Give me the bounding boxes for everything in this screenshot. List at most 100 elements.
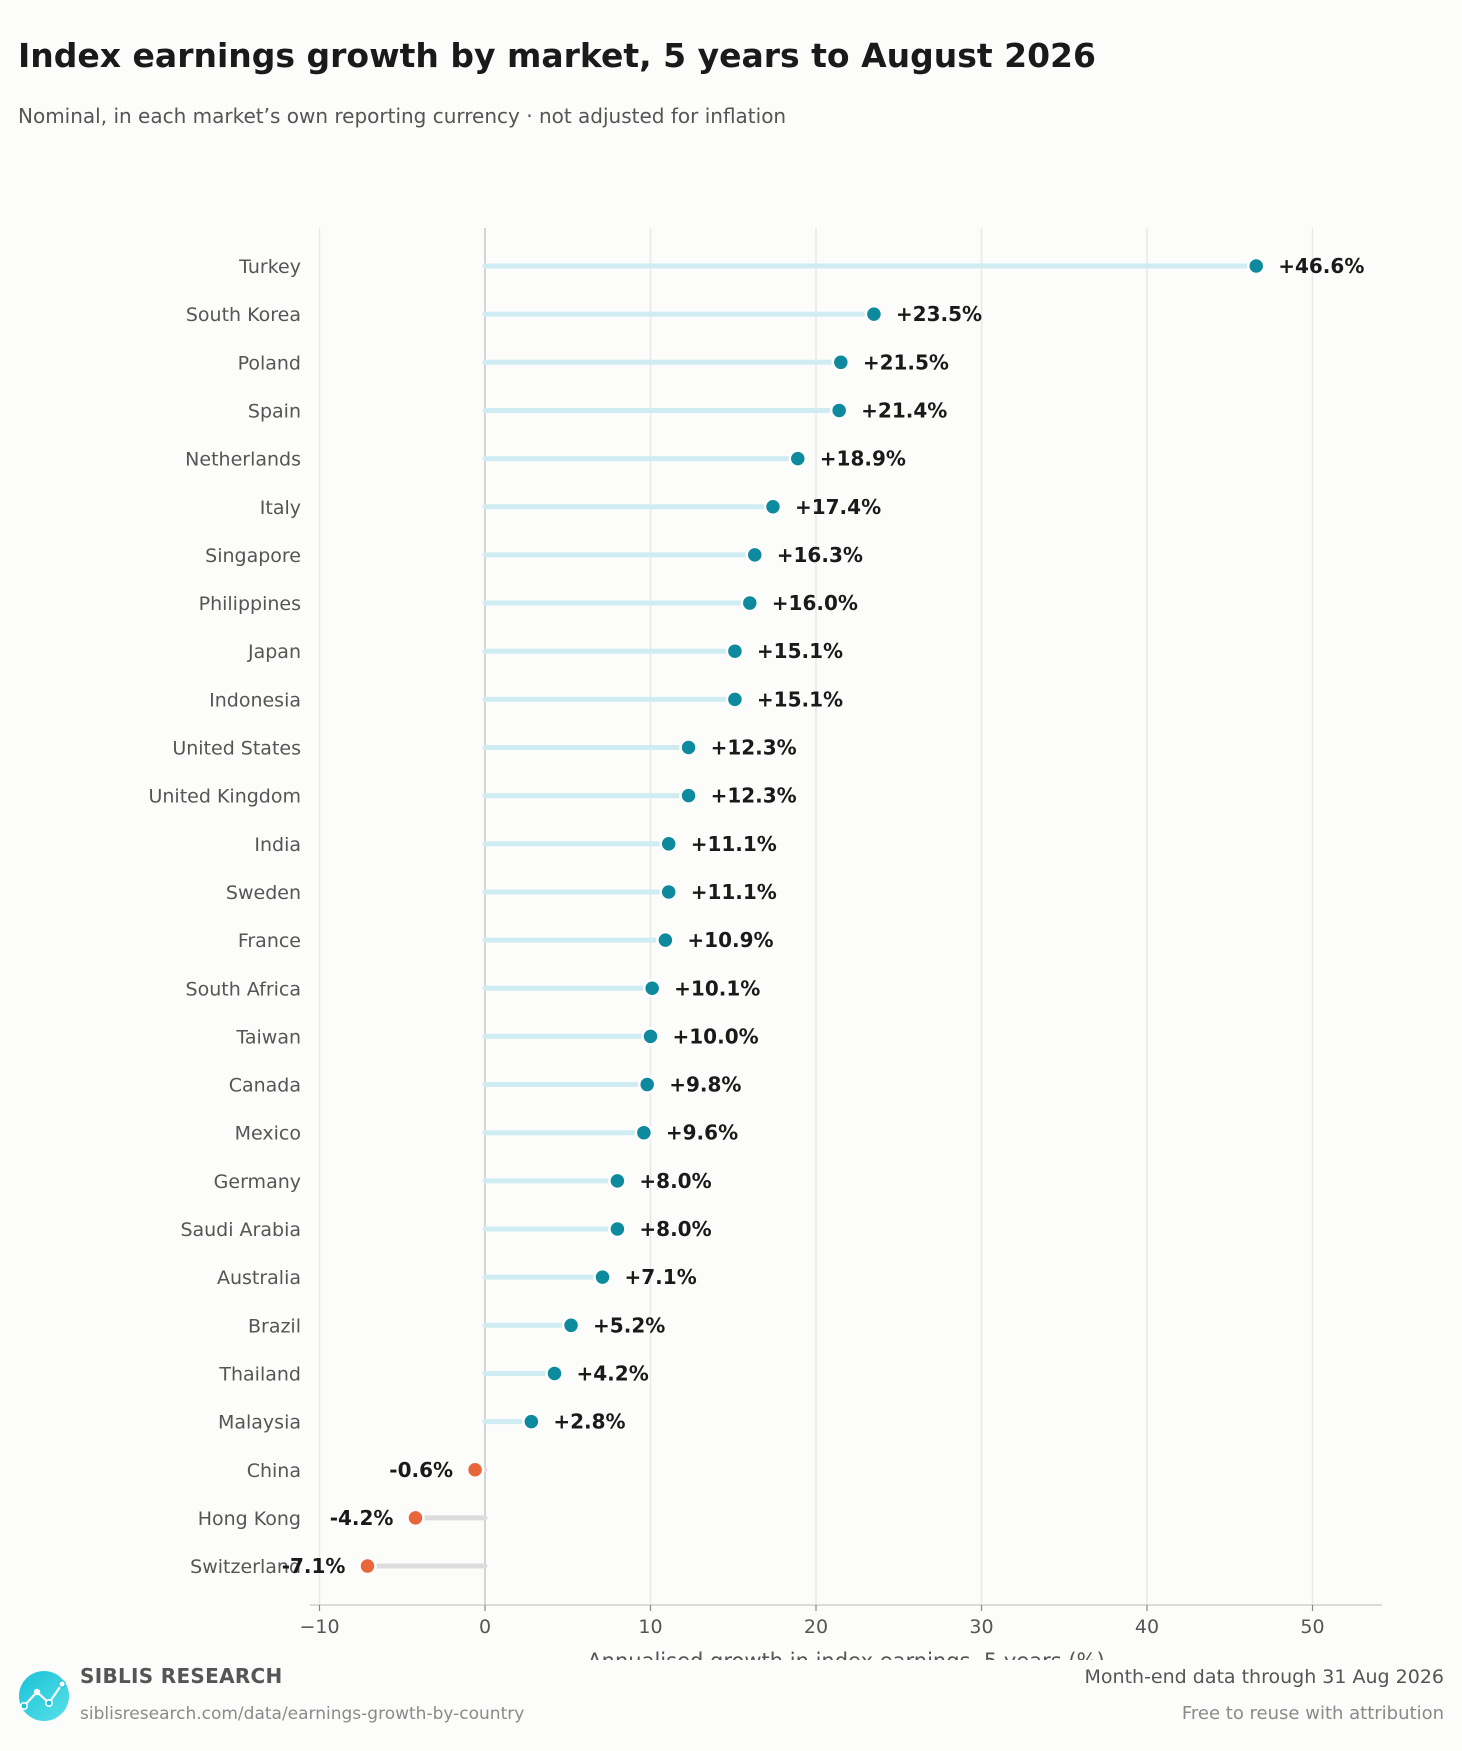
data-label: +11.1% bbox=[691, 832, 777, 856]
data-label: +15.1% bbox=[757, 687, 843, 711]
data-label: +2.8% bbox=[553, 1410, 625, 1434]
lollipop-dot bbox=[522, 1412, 541, 1431]
x-tick-label: 50 bbox=[1300, 1616, 1324, 1638]
lollipop-dot bbox=[864, 304, 884, 324]
data-label: +21.5% bbox=[863, 350, 949, 374]
brand-name: SIBLIS RESEARCH bbox=[80, 1664, 283, 1688]
x-tick-label: 20 bbox=[804, 1616, 828, 1638]
category-label: United States bbox=[172, 738, 301, 760]
category-label: Canada bbox=[229, 1075, 301, 1097]
category-label: Switzerland bbox=[190, 1556, 301, 1578]
category-label: Netherlands bbox=[185, 449, 301, 471]
data-label: -4.2% bbox=[330, 1506, 394, 1530]
category-label: Spain bbox=[248, 400, 301, 422]
data-label: +5.2% bbox=[593, 1313, 665, 1337]
category-label: Sweden bbox=[226, 882, 301, 904]
lollipop-dot bbox=[561, 1316, 581, 1335]
lollipop-dot bbox=[656, 930, 675, 950]
category-label: South Korea bbox=[186, 304, 301, 326]
data-label: +46.6% bbox=[1278, 254, 1364, 278]
x-tick-label: 30 bbox=[969, 1616, 993, 1638]
data-label: +8.0% bbox=[639, 1217, 711, 1241]
category-label: Indonesia bbox=[209, 689, 301, 711]
data-label: +11.1% bbox=[691, 880, 777, 904]
lollipop-dot bbox=[788, 449, 808, 468]
data-label: +18.9% bbox=[820, 447, 906, 471]
siblis-logo-icon bbox=[19, 1671, 69, 1721]
data-label: +9.6% bbox=[666, 1121, 738, 1145]
data-label: +12.3% bbox=[711, 784, 797, 808]
lollipop-dot bbox=[465, 1460, 485, 1479]
data-label: +4.2% bbox=[577, 1361, 649, 1385]
lollipop-dot bbox=[725, 690, 745, 709]
data-label: +10.1% bbox=[674, 976, 760, 1000]
category-label: Hong Kong bbox=[198, 1508, 301, 1530]
category-label: Singapore bbox=[205, 545, 301, 567]
category-label: Malaysia bbox=[218, 1412, 301, 1434]
lollipop-dot bbox=[829, 401, 849, 420]
lollipop-dot bbox=[725, 641, 745, 661]
category-label: India bbox=[254, 834, 301, 856]
lollipop-dot bbox=[634, 1123, 654, 1142]
chart-subtitle: Nominal, in each market’s own reporting … bbox=[18, 104, 787, 128]
category-label: Saudi Arabia bbox=[180, 1219, 301, 1241]
category-label: Poland bbox=[238, 352, 301, 374]
lollipop-dot bbox=[740, 593, 760, 613]
source-url[interactable]: siblisresearch.com/data/earnings-growth-… bbox=[80, 1704, 525, 1724]
chart-title: Index earnings growth by market, 5 years… bbox=[18, 36, 1096, 75]
category-label: Germany bbox=[214, 1171, 301, 1193]
data-label: -0.6% bbox=[389, 1458, 453, 1482]
data-label: +17.4% bbox=[795, 495, 881, 519]
x-tick-label: 10 bbox=[638, 1616, 662, 1638]
lollipop-dot bbox=[406, 1508, 425, 1528]
data-label: -7.1% bbox=[282, 1554, 346, 1578]
lollipop-dot bbox=[763, 497, 783, 516]
category-label: Taiwan bbox=[235, 1026, 301, 1048]
category-label: Thailand bbox=[218, 1363, 301, 1385]
lollipop-dot bbox=[1246, 256, 1266, 276]
data-label: +23.5% bbox=[896, 302, 982, 326]
lollipop-dot bbox=[659, 882, 678, 902]
lollipop-dot bbox=[608, 1219, 627, 1239]
category-label: Mexico bbox=[235, 1123, 301, 1145]
x-tick-label: −10 bbox=[299, 1616, 339, 1638]
lollipop-dot bbox=[679, 786, 698, 805]
data-label: +21.4% bbox=[861, 398, 947, 422]
data-label: +16.3% bbox=[777, 543, 863, 567]
lollipop-dot bbox=[642, 979, 662, 998]
data-label: +16.0% bbox=[772, 591, 858, 615]
category-label: Philippines bbox=[199, 593, 301, 615]
lollipop-dot bbox=[637, 1075, 657, 1094]
x-axis-title: Annualised growth in index earnings, 5 y… bbox=[587, 1649, 1104, 1660]
lollipop-chart: −10 0 10 20 30 40 50 Annualised growth in index… bbox=[148, 228, 1382, 1660]
category-label: United Kingdom bbox=[148, 786, 301, 808]
lollipop-dot bbox=[745, 545, 765, 565]
data-label: +9.8% bbox=[669, 1073, 741, 1097]
data-label: +10.9% bbox=[687, 928, 773, 952]
lollipop-dot bbox=[593, 1267, 612, 1287]
category-label: Turkey bbox=[238, 256, 301, 278]
lollipop-dot bbox=[679, 738, 698, 757]
category-label: Japan bbox=[247, 641, 301, 663]
license-note: Free to reuse with attribution bbox=[1181, 1703, 1444, 1724]
lollipop-dot bbox=[608, 1171, 627, 1191]
data-label: +7.1% bbox=[625, 1265, 697, 1289]
category-label: Italy bbox=[260, 497, 301, 519]
category-label: China bbox=[247, 1460, 301, 1482]
lollipop-dot bbox=[831, 353, 851, 372]
data-label: +10.0% bbox=[673, 1024, 759, 1048]
lollipop-dot bbox=[358, 1556, 377, 1576]
category-label: France bbox=[238, 930, 301, 952]
category-label: Australia bbox=[217, 1267, 301, 1289]
x-tick-label: 0 bbox=[479, 1616, 491, 1638]
x-tick-label: 40 bbox=[1135, 1616, 1159, 1638]
category-label: Brazil bbox=[248, 1315, 301, 1337]
lollipop-dot bbox=[545, 1364, 564, 1383]
data-label: +15.1% bbox=[757, 639, 843, 663]
data-label: +12.3% bbox=[711, 736, 797, 760]
lollipop-dot bbox=[641, 1027, 660, 1046]
category-label: South Africa bbox=[186, 978, 301, 1000]
data-note: Month-end data through 31 Aug 2026 bbox=[1084, 1666, 1444, 1688]
lollipop-dot bbox=[659, 834, 678, 854]
data-label: +8.0% bbox=[639, 1169, 711, 1193]
